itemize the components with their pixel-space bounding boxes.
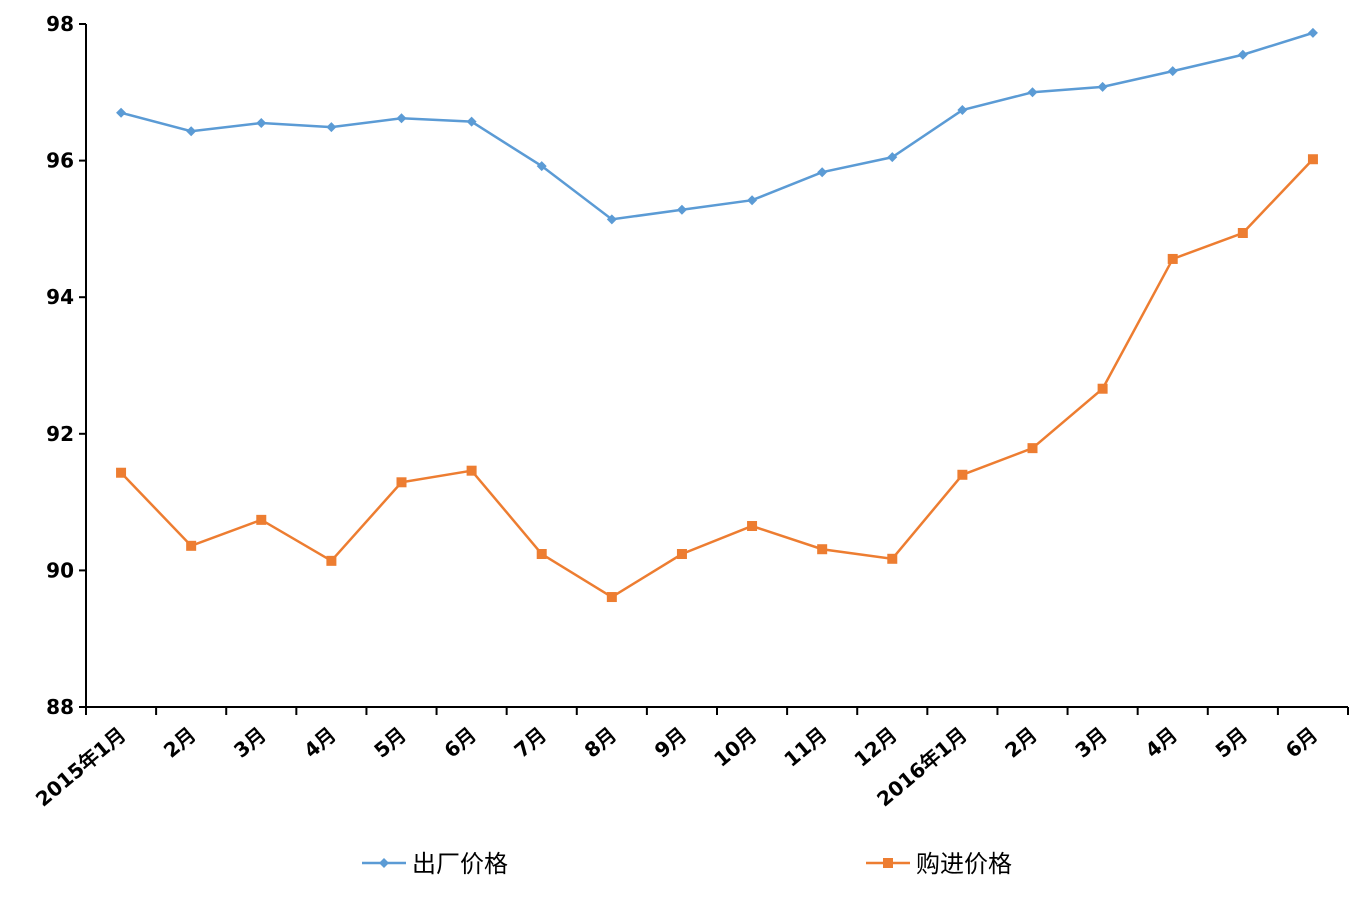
data-point: [747, 195, 758, 206]
data-point: [957, 469, 968, 480]
data-point: [606, 214, 617, 225]
x-tick-label: 12月: [849, 722, 901, 771]
y-tick-label: 88: [46, 695, 74, 719]
x-tick-label: 10月: [709, 722, 761, 771]
x-tick-label: 4月: [299, 722, 340, 762]
data-point: [466, 116, 477, 127]
data-point: [1027, 87, 1038, 98]
data-point: [676, 549, 687, 560]
data-point: [466, 465, 477, 476]
x-tick-label: 6月: [439, 722, 480, 762]
x-tick-label: 11月: [779, 722, 831, 771]
data-point: [116, 467, 127, 478]
data-point: [396, 477, 407, 488]
data-point: [256, 514, 267, 525]
data-point: [817, 544, 828, 555]
data-point: [1307, 154, 1318, 165]
data-point: [1097, 383, 1108, 394]
data-point: [1167, 66, 1178, 77]
data-point: [957, 105, 968, 116]
legend-label: 出厂价格: [412, 850, 508, 878]
y-tick-label: 98: [46, 12, 74, 36]
data-point: [396, 113, 407, 124]
data-point: [326, 555, 337, 566]
data-point: [1237, 49, 1248, 60]
data-point: [116, 107, 127, 118]
x-tick-label: 5月: [1211, 722, 1252, 762]
y-tick-label: 92: [46, 422, 74, 446]
y-tick-label: 96: [46, 149, 74, 173]
series-line: [120, 31, 1314, 221]
x-tick-label: 5月: [369, 722, 410, 762]
x-tick-label: 2月: [159, 722, 200, 762]
legend-marker: [379, 858, 389, 868]
data-point: [1307, 27, 1318, 38]
data-point: [256, 118, 267, 129]
x-tick-label: 2月: [1000, 722, 1041, 762]
data-point: [1237, 227, 1248, 238]
series-line: [120, 158, 1314, 599]
data-point: [326, 122, 337, 133]
data-point: [536, 549, 547, 560]
y-tick-label: 90: [46, 558, 74, 582]
data-point: [1027, 443, 1038, 454]
legend-label: 购进价格: [916, 850, 1012, 878]
x-tick-label: 6月: [1281, 722, 1322, 762]
legend-marker: [883, 858, 893, 868]
data-point: [1167, 253, 1178, 264]
data-point: [1097, 81, 1108, 92]
x-tick-label: 9月: [650, 722, 691, 762]
data-point: [536, 161, 547, 172]
x-tick-label: 7月: [510, 722, 551, 762]
data-point: [606, 592, 617, 603]
x-tick-label: 3月: [1070, 722, 1111, 762]
data-point: [676, 204, 687, 215]
data-point: [887, 553, 898, 564]
y-tick-label: 94: [46, 285, 74, 309]
x-tick-label: 2015年1月: [31, 722, 130, 811]
data-point: [817, 167, 828, 178]
data-point: [887, 152, 898, 163]
x-tick-label: 4月: [1141, 722, 1182, 762]
x-tick-label: 8月: [580, 722, 621, 762]
data-point: [186, 126, 197, 137]
data-point: [186, 540, 197, 551]
data-point: [747, 521, 758, 532]
x-tick-label: 3月: [229, 722, 270, 762]
